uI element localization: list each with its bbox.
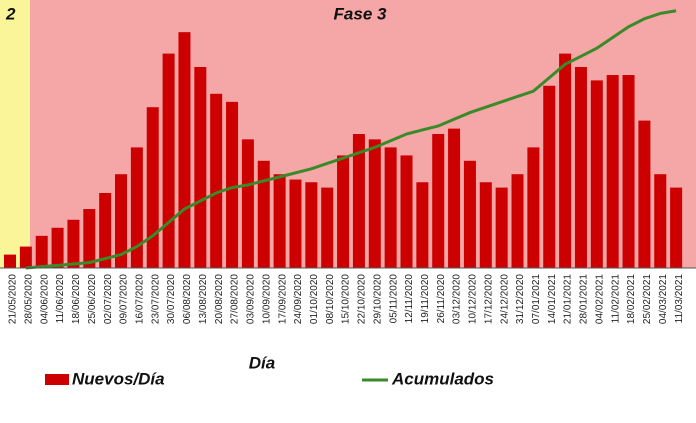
x-tick-label: 31/12/2020 [515,274,526,324]
x-tick-label: 01/10/2020 [309,274,320,324]
bar [511,174,524,268]
bar [527,147,540,268]
bar [321,187,334,268]
bar [543,85,556,268]
bar [337,155,350,268]
x-tick-label: 15/10/2020 [341,274,352,324]
x-tick-label: 10/12/2020 [468,274,479,324]
bar [226,101,239,268]
x-tick-label: 10/09/2020 [261,274,272,324]
x-tick-label: 11/06/2020 [55,274,66,324]
x-tick-label: 05/11/2020 [388,274,399,324]
bar [99,192,112,268]
x-tick-label: 16/07/2020 [135,274,146,324]
x-tick-label: 25/02/2021 [642,274,653,324]
bar [19,246,32,268]
x-tick-label: 28/05/2020 [24,274,35,324]
x-tick-label: 24/12/2020 [499,274,510,324]
bar [83,209,96,268]
bar [67,219,80,268]
bar [194,67,207,268]
bar [574,67,587,268]
x-tick-label: 29/10/2020 [372,274,383,324]
phase-2-band [0,0,30,268]
x-tick-label: 12/11/2020 [404,274,415,324]
x-tick-label: 22/10/2020 [357,274,368,324]
bar [559,53,572,268]
bar [400,155,413,268]
phase-label: Fase 3 [334,4,387,23]
bar [463,160,476,268]
bar [352,134,365,268]
plot: 21/05/2020 28/05/2020 04/06/2020 11/06/2020… [0,9,696,324]
x-tick-label: 19/11/2020 [420,274,431,324]
bar [4,254,16,268]
bar [638,120,651,268]
bar [146,107,159,268]
x-tick-label: 14/01/2021 [547,274,558,324]
bar [162,53,175,268]
x-tick-label: 23/07/2020 [150,274,161,324]
legend-swatch [45,374,69,385]
bar [130,147,143,268]
x-tick-label: 03/09/2020 [246,274,257,324]
legend-label: Acumulados [391,369,494,388]
bar [51,227,64,268]
bar [495,187,508,268]
x-tick-label: 06/08/2020 [182,274,193,324]
bar [305,182,318,268]
bar [622,75,635,268]
x-tick-label: 24/09/2020 [293,274,304,324]
bar [273,174,286,268]
x-tick-label: 18/02/2021 [626,274,637,324]
bar [384,147,397,268]
bar [115,174,128,268]
x-tick-label: 17/09/2020 [277,274,288,324]
x-tick-label: 18/06/2020 [71,274,82,324]
bar [654,174,667,268]
x-tick-label: 17/12/2020 [483,274,494,324]
x-tick-label: 13/08/2020 [198,274,209,324]
x-tick-label: 04/03/2021 [658,274,669,324]
phase-label: 2 [5,4,16,23]
bar [257,160,270,268]
x-tick-label: 07/01/2021 [531,274,542,324]
bar [448,128,461,268]
x-tick-label: 21/01/2021 [563,274,574,324]
bar [241,139,254,268]
x-tick-label: 04/06/2020 [39,274,50,324]
x-tick-label: 26/11/2020 [436,274,447,324]
bar [35,235,48,268]
legend-label: Nuevos/Día [72,369,165,388]
x-tick-label: 20/08/2020 [214,274,225,324]
bar [590,80,603,269]
bar [289,179,302,268]
x-tick-label: 27/08/2020 [230,274,241,324]
bar [432,134,445,268]
bar [368,139,381,268]
x-tick-label: 03/12/2020 [452,274,463,324]
x-tick-label: 30/07/2020 [166,274,177,324]
bar [178,32,191,268]
x-axis-title: Día [249,353,275,372]
x-tick-label: 09/07/2020 [119,274,130,324]
x-tick-label: 11/02/2021 [610,274,621,324]
cumulative-line [25,9,677,270]
x-tick-label: 02/07/2020 [103,274,114,324]
bar [670,187,683,268]
x-tick-label: 11/03/2021 [674,274,685,324]
bar [416,182,429,268]
x-tick-label: 08/10/2020 [325,274,336,324]
x-tick-label: 21/05/2020 [8,274,19,324]
x-tick-label: 25/06/2020 [87,274,98,324]
bar [210,93,223,268]
bar [606,75,619,268]
x-tick-label: 04/02/2021 [594,274,605,324]
x-tick-label: 28/01/2021 [579,274,590,324]
bar [479,182,492,268]
